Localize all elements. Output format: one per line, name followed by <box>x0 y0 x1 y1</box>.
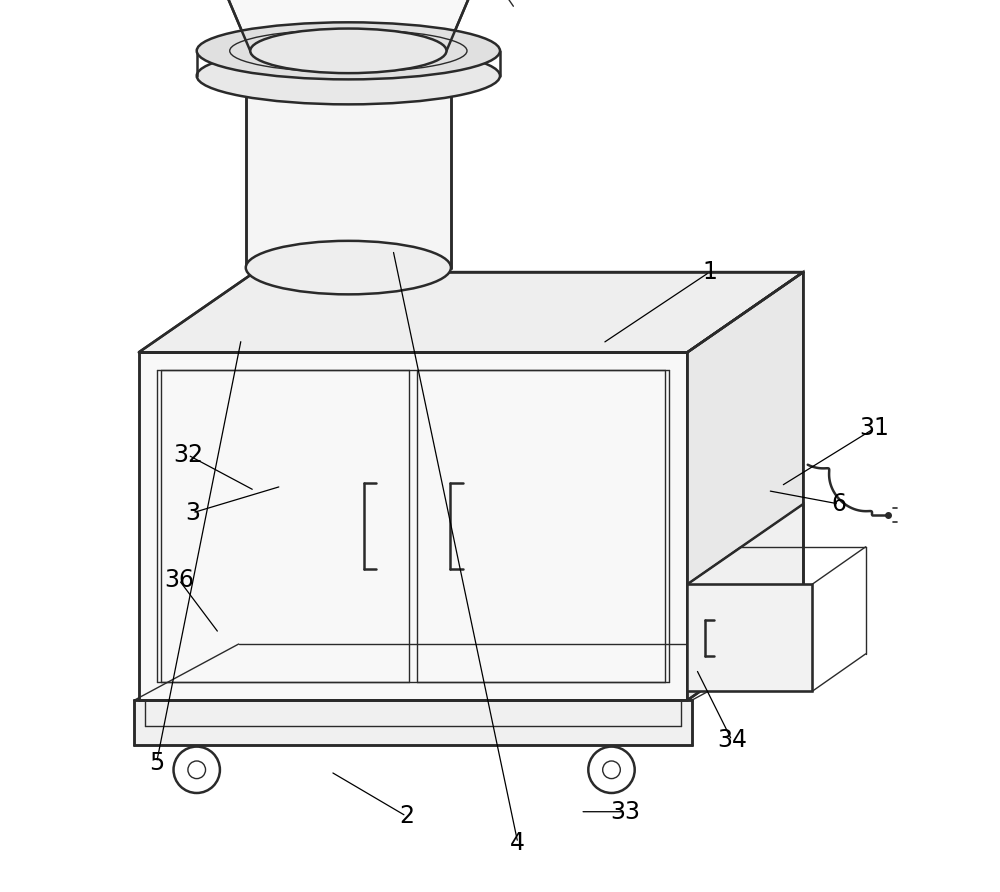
Polygon shape <box>687 272 803 700</box>
Text: 32: 32 <box>173 443 203 467</box>
Text: 4: 4 <box>510 831 525 855</box>
Polygon shape <box>246 76 451 268</box>
Text: 1: 1 <box>702 260 717 284</box>
Polygon shape <box>687 584 812 691</box>
Text: 31: 31 <box>860 417 890 440</box>
Ellipse shape <box>246 241 451 294</box>
Circle shape <box>188 761 206 779</box>
Circle shape <box>603 761 620 779</box>
Text: 36: 36 <box>164 568 194 591</box>
Text: 6: 6 <box>831 492 846 516</box>
Circle shape <box>588 747 635 793</box>
Polygon shape <box>134 700 692 745</box>
Ellipse shape <box>197 47 500 104</box>
Polygon shape <box>687 504 803 691</box>
Polygon shape <box>139 272 803 352</box>
Text: 3: 3 <box>185 501 200 524</box>
Ellipse shape <box>197 22 500 79</box>
Polygon shape <box>139 352 687 700</box>
Text: 2: 2 <box>399 805 414 828</box>
Circle shape <box>174 747 220 793</box>
Ellipse shape <box>250 29 446 73</box>
Text: 5: 5 <box>149 751 164 774</box>
Text: 33: 33 <box>610 800 640 823</box>
Text: 34: 34 <box>717 729 747 752</box>
Polygon shape <box>139 0 558 51</box>
